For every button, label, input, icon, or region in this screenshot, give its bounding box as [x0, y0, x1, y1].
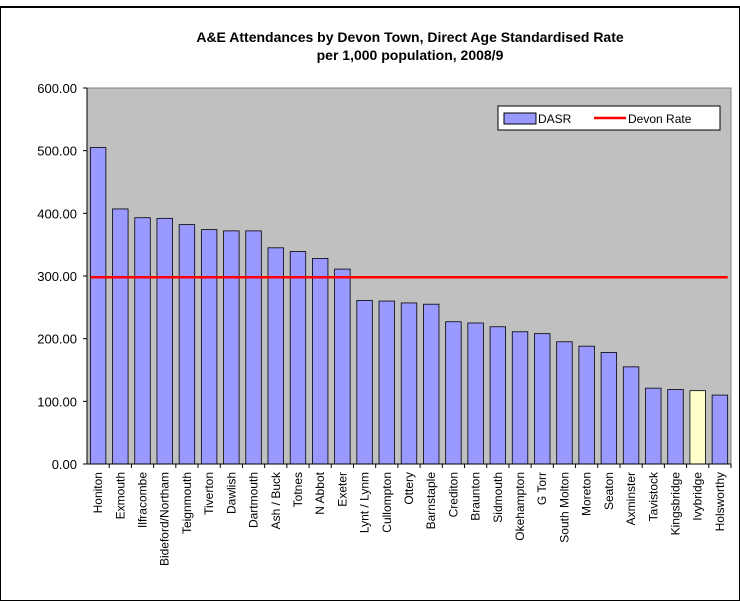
chart-title-line2: per 1,000 population, 2008/9	[317, 47, 504, 63]
x-tick-label: Dartmouth	[247, 472, 261, 528]
bar	[400, 302, 418, 465]
y-tick-label: 300.00	[37, 269, 77, 284]
bar	[245, 230, 262, 465]
bar-series	[89, 147, 729, 465]
x-tick-label: Teignmouth	[180, 472, 194, 534]
bar	[156, 217, 173, 465]
x-tick-label: G Torr	[535, 472, 549, 505]
bar	[423, 303, 440, 465]
bar	[178, 224, 196, 465]
bar	[223, 230, 240, 465]
bar	[267, 247, 284, 465]
x-tick-label: Ivybridge	[691, 472, 705, 521]
x-tick-label: Crediton	[446, 472, 460, 517]
x-tick-label: Ash / Buck	[269, 471, 283, 529]
y-tick-label: 400.00	[37, 206, 77, 221]
legend-swatch-dasr	[503, 112, 537, 125]
y-tick-label: 200.00	[37, 332, 77, 347]
bar	[534, 333, 551, 465]
top-border	[0, 0, 740, 8]
bar	[556, 341, 573, 465]
bar	[356, 300, 373, 465]
x-tick-label: Holsworthy	[713, 472, 727, 531]
bar	[311, 258, 329, 465]
x-tick-label: Sidmouth	[491, 472, 505, 523]
bar	[667, 389, 684, 465]
x-axis-labels: Honiton Exmouth Ilfracombe Bideford/Northam…	[87, 463, 732, 566]
bar	[578, 345, 595, 465]
x-tick-label: Ottery	[402, 472, 416, 505]
bar	[622, 366, 640, 465]
legend-label-dasr: DASR	[538, 112, 572, 126]
x-tick-label: Honiton	[91, 472, 105, 513]
y-tick-label: 600.00	[37, 81, 77, 96]
y-tick-label: 100.00	[37, 394, 77, 409]
bar	[689, 390, 706, 465]
x-tick-label: Kingsbridge	[668, 472, 682, 536]
legend-label-devon-rate: Devon Rate	[628, 112, 692, 126]
x-tick-label: Lynt / Lynm	[358, 472, 372, 533]
x-tick-label: Cullompton	[380, 472, 394, 533]
bar	[378, 300, 395, 465]
chart-title-line1: A&E Attendances by Devon Town, Direct Ag…	[196, 29, 624, 45]
bar	[89, 147, 107, 465]
x-tick-label: Okehampton	[513, 472, 527, 541]
bar	[511, 331, 529, 465]
bar	[200, 229, 218, 465]
x-tick-label: Seaton	[602, 472, 616, 510]
x-tick-label: Moreton	[580, 472, 594, 516]
bar	[445, 321, 462, 465]
bar	[467, 322, 484, 465]
x-tick-label: Exmouth	[113, 472, 127, 519]
x-tick-label: Tavistock	[646, 471, 660, 521]
x-tick-label: Bideford/Northam	[158, 472, 172, 566]
x-tick-label: South Molton	[557, 472, 571, 543]
x-tick-label: Ilfracombe	[136, 472, 150, 528]
bar	[134, 217, 151, 465]
x-tick-label: Exeter	[335, 472, 349, 507]
bar	[600, 352, 618, 465]
x-tick-label: N Abbot	[313, 471, 327, 514]
y-axis: 0.00 100.00 200.00 300.00 400.00 500.00 600.00	[37, 81, 88, 472]
bar	[289, 251, 307, 465]
bar	[645, 387, 662, 465]
bar	[334, 268, 351, 465]
x-tick-label: Axminster	[624, 472, 638, 525]
x-tick-label: Totnes	[291, 472, 305, 507]
x-tick-label: Barnstaple	[424, 472, 438, 530]
x-tick-label: Dawlish	[224, 472, 238, 514]
legend: DASR Devon Rate	[497, 105, 721, 131]
y-tick-label: 0.00	[52, 457, 77, 472]
bar	[489, 326, 507, 465]
x-tick-label: Braunton	[469, 472, 483, 521]
bar	[711, 394, 729, 465]
bar	[112, 208, 129, 465]
y-tick-label: 500.00	[37, 144, 77, 159]
x-tick-label: Tiverton	[202, 472, 216, 515]
